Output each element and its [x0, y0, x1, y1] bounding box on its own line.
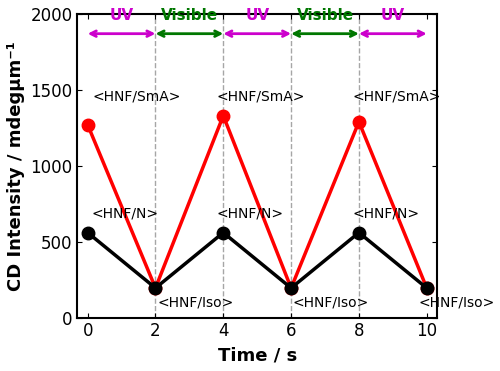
Text: UV: UV [245, 8, 270, 23]
Text: <HNF/Iso>: <HNF/Iso> [157, 295, 234, 309]
Text: UV: UV [110, 8, 134, 23]
Y-axis label: CD Intensity / mdegμm⁻¹: CD Intensity / mdegμm⁻¹ [7, 41, 25, 290]
Text: <HNF/SmA>: <HNF/SmA> [352, 89, 440, 104]
Text: Visible: Visible [296, 8, 354, 23]
Text: <HNF/Iso>: <HNF/Iso> [293, 295, 369, 309]
Text: <HNF/SmA>: <HNF/SmA> [216, 89, 305, 104]
Text: Visible: Visible [161, 8, 218, 23]
X-axis label: Time / s: Time / s [218, 346, 297, 364]
Text: <HNF/N>: <HNF/N> [352, 206, 419, 220]
Text: <HNF/SmA>: <HNF/SmA> [92, 89, 181, 104]
Text: <HNF/Iso>: <HNF/Iso> [418, 295, 494, 309]
Text: <HNF/N>: <HNF/N> [216, 206, 284, 220]
Text: UV: UV [381, 8, 405, 23]
Text: <HNF/N>: <HNF/N> [91, 206, 158, 220]
